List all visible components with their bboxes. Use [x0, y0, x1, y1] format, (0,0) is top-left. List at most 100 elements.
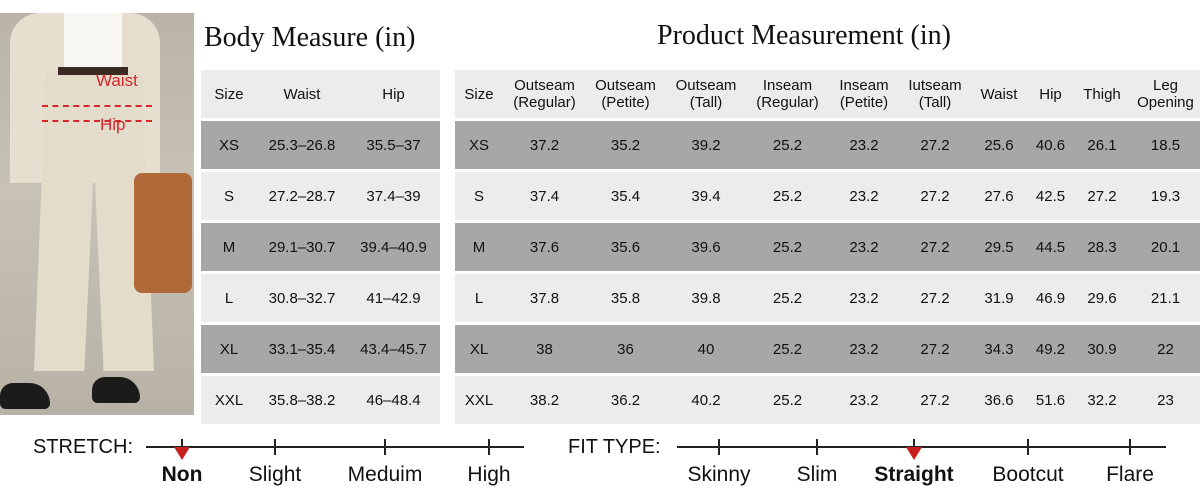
stretch-label: STRETCH:	[33, 436, 133, 458]
stretch-scale-line	[146, 446, 524, 448]
table-cell: 43.4–45.7	[347, 325, 440, 373]
table-cell: 26.1	[1073, 121, 1131, 169]
table-cell: XL	[455, 325, 503, 373]
table-cell: 42.5	[1028, 172, 1073, 220]
column-header: Inseam (Petite)	[828, 70, 900, 118]
column-header: Outseam (Tall)	[665, 70, 747, 118]
table-cell: 29.6	[1073, 274, 1131, 322]
selected-marker-icon	[906, 447, 922, 460]
table-cell: S	[455, 172, 503, 220]
table-cell: XL	[201, 325, 257, 373]
table-cell: 27.2	[900, 121, 970, 169]
waist-measure-line	[42, 105, 152, 107]
selected-marker-icon	[174, 447, 190, 460]
table-cell: 28.3	[1073, 223, 1131, 271]
table-cell: 29.5	[970, 223, 1028, 271]
column-header: Hip	[347, 70, 440, 118]
table-cell: 23.2	[828, 172, 900, 220]
table-cell: 36	[586, 325, 665, 373]
table-cell: 39.6	[665, 223, 747, 271]
table-cell: 25.6	[970, 121, 1028, 169]
table-cell: 35.8	[586, 274, 665, 322]
table-cell: 32.2	[1073, 376, 1131, 424]
model-shoe-right	[92, 377, 140, 403]
table-cell: 35.8–38.2	[257, 376, 347, 424]
scale-option: Flare	[1106, 463, 1154, 486]
table-cell: M	[455, 223, 503, 271]
scale-tick	[1129, 439, 1131, 455]
waist-label: Waist	[96, 71, 138, 90]
table-cell: 51.6	[1028, 376, 1073, 424]
table-cell: 27.2	[900, 325, 970, 373]
scale-option: Meduim	[347, 463, 423, 486]
hip-label: Hip	[100, 115, 126, 134]
table-cell: 38	[503, 325, 586, 373]
table-cell: 27.2	[900, 376, 970, 424]
table-cell: 30.8–32.7	[257, 274, 347, 322]
scale-tick	[384, 439, 386, 455]
table-cell: 35.6	[586, 223, 665, 271]
table-cell: 25.2	[747, 325, 828, 373]
table-cell: 39.2	[665, 121, 747, 169]
scale-tick	[1027, 439, 1029, 455]
table-cell: 25.2	[747, 274, 828, 322]
table-cell: 19.3	[1131, 172, 1200, 220]
product-photo: Waist Hip	[0, 13, 194, 415]
table-cell: 27.2	[900, 223, 970, 271]
table-cell: S	[201, 172, 257, 220]
table-cell: 40.6	[1028, 121, 1073, 169]
model-belt	[58, 67, 128, 75]
table-cell: 36.6	[970, 376, 1028, 424]
scale-option: Non	[161, 463, 203, 486]
table-cell: M	[201, 223, 257, 271]
scale-option: Slim	[796, 463, 838, 486]
table-cell: 40	[665, 325, 747, 373]
table-cell: 35.5–37	[347, 121, 440, 169]
column-header: Outseam (Regular)	[503, 70, 586, 118]
column-header: Waist	[257, 70, 347, 118]
table-cell: 18.5	[1131, 121, 1200, 169]
table-cell: 20.1	[1131, 223, 1200, 271]
table-cell: XS	[455, 121, 503, 169]
table-cell: 44.5	[1028, 223, 1073, 271]
table-cell: 30.9	[1073, 325, 1131, 373]
table-cell: 37.4–39	[347, 172, 440, 220]
table-cell: 41–42.9	[347, 274, 440, 322]
table-cell: 46–48.4	[347, 376, 440, 424]
table-cell: XS	[201, 121, 257, 169]
table-cell: 25.2	[747, 172, 828, 220]
table-cell: 37.4	[503, 172, 586, 220]
hip-measure-line	[42, 120, 152, 122]
table-cell: 37.8	[503, 274, 586, 322]
table-cell: 23.2	[828, 376, 900, 424]
column-header: Thigh	[1073, 70, 1131, 118]
column-header: Outseam (Petite)	[586, 70, 665, 118]
table-cell: 27.2	[1073, 172, 1131, 220]
scale-option: Straight	[874, 463, 954, 486]
table-cell: 21.1	[1131, 274, 1200, 322]
table-cell: L	[455, 274, 503, 322]
scale-tick	[488, 439, 490, 455]
model-handbag	[134, 173, 192, 293]
scale-tick	[274, 439, 276, 455]
model-shoe-left	[0, 383, 50, 409]
table-cell: XXL	[455, 376, 503, 424]
table-cell: 29.1–30.7	[257, 223, 347, 271]
table-cell: L	[201, 274, 257, 322]
scale-tick	[718, 439, 720, 455]
table-cell: 23.2	[828, 274, 900, 322]
body-measure-title: Body Measure (in)	[204, 22, 416, 53]
table-cell: 25.2	[747, 376, 828, 424]
table-cell: XXL	[201, 376, 257, 424]
table-cell: 23.2	[828, 223, 900, 271]
scale-option: Bootcut	[992, 463, 1064, 486]
table-cell: 37.2	[503, 121, 586, 169]
table-cell: 36.2	[586, 376, 665, 424]
table-cell: 25.2	[747, 121, 828, 169]
column-header: Leg Opening	[1131, 70, 1200, 118]
table-cell: 31.9	[970, 274, 1028, 322]
table-cell: 23	[1131, 376, 1200, 424]
table-cell: 33.1–35.4	[257, 325, 347, 373]
table-cell: 40.2	[665, 376, 747, 424]
table-cell: 27.6	[970, 172, 1028, 220]
